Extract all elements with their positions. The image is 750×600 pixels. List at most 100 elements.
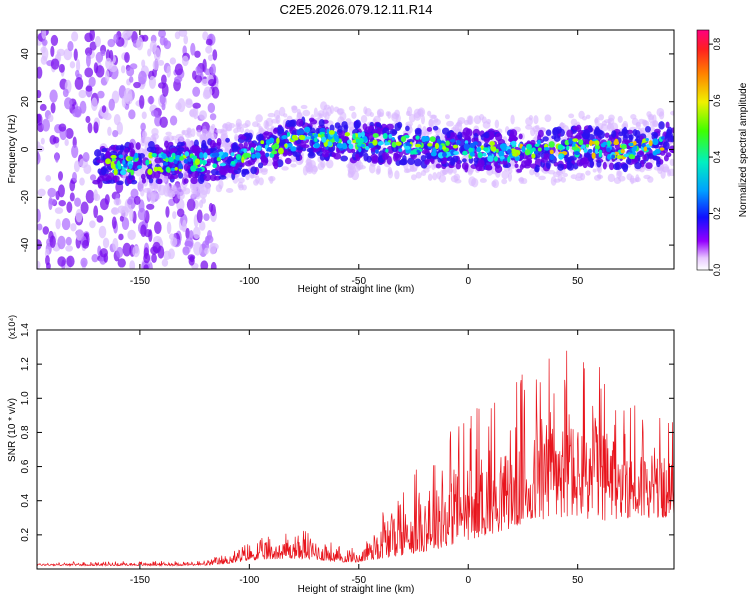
colorbar-ticks: 0.0 0.2 0.4 0.6 0.8 — [709, 38, 722, 276]
signal-blob — [530, 139, 536, 145]
signal-blob — [432, 125, 439, 131]
core-blob — [250, 147, 255, 153]
noise-blob — [147, 48, 152, 57]
core-blob — [360, 143, 366, 148]
noise-blob — [89, 41, 97, 51]
core-blob — [269, 137, 275, 144]
colorbar-tick-label: 0.0 — [712, 264, 722, 277]
halo-blob — [452, 168, 457, 174]
signal-blob — [508, 133, 515, 141]
core-blob — [375, 148, 379, 154]
core-blob — [659, 147, 665, 151]
core-blob — [661, 136, 665, 140]
core-blob — [170, 167, 176, 172]
x-tick-label: 0 — [465, 575, 471, 586]
noise-blob — [152, 59, 160, 71]
halo-blob — [600, 123, 608, 132]
noise-blob — [111, 216, 117, 229]
noise-blob — [49, 89, 58, 103]
noise-blob — [82, 152, 90, 163]
core-blob — [549, 153, 555, 161]
signal-blob — [241, 168, 248, 174]
halo-blob — [427, 110, 432, 117]
snr-panel: -150 -100 -50 0 50 0.2 0.4 0.6 0.8 1.0 1.2 1.4 Hei… — [7, 315, 675, 595]
signal-blob — [634, 130, 641, 139]
signal-blob — [644, 125, 651, 133]
core-blob — [296, 129, 301, 136]
signal-blob — [425, 152, 433, 160]
noise-blob — [37, 223, 43, 231]
noise-blob — [71, 144, 79, 159]
signal-blob — [651, 131, 658, 137]
halo-blob — [525, 117, 533, 126]
noise-blob — [151, 253, 157, 263]
noise-blob — [175, 102, 182, 110]
core-blob — [190, 165, 197, 172]
noise-blob — [50, 102, 56, 114]
core-blob — [126, 168, 132, 173]
halo-blob — [471, 177, 479, 188]
signal-blob — [140, 173, 146, 180]
noise-blob — [211, 86, 220, 99]
signal-blob — [457, 131, 463, 140]
halo-blob — [238, 184, 244, 191]
halo-blob — [224, 141, 231, 151]
signal-blob — [555, 126, 562, 134]
halo-blob — [544, 114, 552, 123]
halo-blob — [224, 121, 233, 131]
noise-blob — [52, 136, 60, 144]
core-blob — [203, 152, 208, 159]
core-blob — [571, 146, 579, 151]
halo-blob — [291, 105, 298, 111]
core-blob — [151, 153, 157, 158]
snr-y-axis-label: SNR (10 * v/v) — [7, 398, 18, 462]
halo-blob — [607, 173, 616, 183]
core-blob — [462, 150, 468, 156]
core-blob — [482, 147, 489, 152]
noise-blob — [192, 102, 201, 109]
noise-blob — [166, 65, 171, 78]
core-blob — [120, 169, 127, 176]
core-blob — [216, 157, 222, 162]
halo-blob — [290, 163, 297, 168]
signal-blob — [671, 148, 674, 154]
signal-blob — [662, 141, 670, 151]
signal-blob — [495, 132, 503, 142]
signal-blob — [287, 151, 292, 157]
noise-blob — [140, 224, 147, 237]
halo-blob — [375, 168, 381, 175]
noise-blob — [186, 198, 196, 212]
y-tick-label: 0.4 — [20, 493, 31, 507]
colorbar-label: Normalized spectral amplitude — [738, 82, 749, 217]
core-blob — [578, 139, 584, 146]
signal-blob — [537, 129, 544, 138]
core-blob — [344, 132, 351, 137]
core-blob — [117, 163, 122, 170]
halo-blob — [427, 173, 433, 181]
halo-blob — [616, 169, 622, 179]
core-blob — [565, 145, 570, 151]
core-blob — [314, 137, 318, 142]
noise-blob — [165, 206, 170, 218]
core-blob — [213, 152, 220, 157]
noise-blob — [161, 258, 169, 267]
halo-blob — [420, 169, 427, 177]
core-blob — [391, 137, 395, 141]
core-blob — [111, 158, 116, 162]
signal-blob — [398, 159, 407, 166]
halo-blob — [196, 129, 202, 137]
signal-blob — [148, 140, 155, 149]
halo-blob — [622, 120, 628, 129]
noise-blob — [149, 40, 158, 53]
noise-blob — [161, 74, 167, 85]
core-blob — [165, 157, 169, 163]
signal-blob — [545, 129, 552, 136]
halo-blob — [510, 114, 515, 125]
core-blob — [148, 152, 154, 159]
core-blob — [265, 152, 270, 158]
signal-blob — [545, 160, 551, 170]
noise-blob — [132, 245, 140, 258]
signal-blob — [543, 152, 549, 158]
core-blob — [110, 160, 115, 168]
